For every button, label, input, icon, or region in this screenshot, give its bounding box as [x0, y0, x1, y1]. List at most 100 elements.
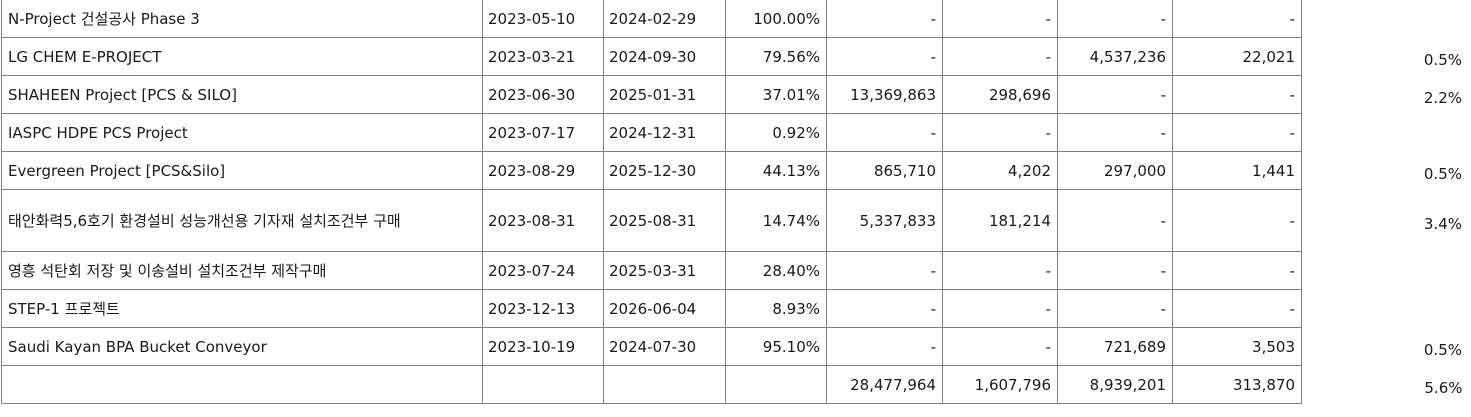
project-name: LG CHEM E-PROJECT: [1, 37, 483, 76]
amount-col-3: -: [1057, 289, 1173, 328]
amount-col-1: -: [826, 251, 943, 290]
amount-col-4: -: [1172, 289, 1302, 328]
amount-col-4: -: [1172, 0, 1302, 38]
amount-col-2: -: [942, 289, 1058, 328]
amount-col-4: -: [1172, 113, 1302, 152]
table-row: IASPC HDPE PCS Project 2023-07-17 2024-1…: [1, 113, 1469, 152]
ratio: 0.5%: [1423, 340, 1462, 359]
project-name: 영흥 석탄회 저장 및 이송설비 설치조건부 제작구매: [1, 251, 483, 290]
amount-col-1: -: [826, 327, 943, 366]
table-row: LG CHEM E-PROJECT 2023-03-21 2024-09-30 …: [1, 37, 1469, 76]
amount-col-3: 297,000: [1057, 151, 1173, 190]
project-name: Evergreen Project [PCS&Silo]: [1, 151, 483, 190]
amount-col-2: -: [942, 0, 1058, 38]
progress-rate: 95.10%: [725, 327, 827, 366]
start-date: 2023-03-21: [482, 37, 604, 76]
amount-col-4: -: [1172, 189, 1302, 252]
contract-table: N-Project 건설공사 Phase 3 2023-05-10 2024-0…: [1, 0, 1469, 404]
start-date: 2023-05-10: [482, 0, 604, 38]
start-date: 2023-10-19: [482, 327, 604, 366]
table-row: 영흥 석탄회 저장 및 이송설비 설치조건부 제작구매 2023-07-24 2…: [1, 251, 1469, 290]
total-empty: [725, 365, 827, 404]
end-date: 2024-12-31: [603, 113, 726, 152]
amount-col-4: 3,503: [1172, 327, 1302, 366]
progress-rate: 28.40%: [725, 251, 827, 290]
amount-col-4: 22,021: [1172, 37, 1302, 76]
end-date: 2025-08-31: [603, 189, 726, 252]
progress-rate: 14.74%: [725, 189, 827, 252]
end-date: 2024-07-30: [603, 327, 726, 366]
amount-col-4: 1,441: [1172, 151, 1302, 190]
ratio: 2.2%: [1423, 88, 1462, 107]
amount-col-1: -: [826, 113, 943, 152]
amount-col-3: -: [1057, 113, 1173, 152]
amount-col-1: -: [826, 289, 943, 328]
start-date: 2023-07-17: [482, 113, 604, 152]
total-col-4: 313,870: [1172, 365, 1302, 404]
ratio: [1302, 114, 1469, 152]
start-date: 2023-08-31: [482, 189, 604, 252]
start-date: 2023-08-29: [482, 151, 604, 190]
end-date: 2025-01-31: [603, 75, 726, 114]
total-empty: [603, 365, 726, 404]
total-col-3: 8,939,201: [1057, 365, 1173, 404]
table-row: STEP-1 프로젝트 2023-12-13 2026-06-04 8.93% …: [1, 289, 1469, 328]
total-label-empty: [1, 365, 483, 404]
amount-col-2: -: [942, 113, 1058, 152]
end-date: 2024-02-29: [603, 0, 726, 38]
amount-col-2: -: [942, 327, 1058, 366]
amount-col-3: 4,537,236: [1057, 37, 1173, 76]
end-date: 2026-06-04: [603, 289, 726, 328]
table-row: Saudi Kayan BPA Bucket Conveyor 2023-10-…: [1, 327, 1469, 366]
progress-rate: 8.93%: [725, 289, 827, 328]
ratio: 0.5%: [1423, 164, 1462, 183]
amount-col-3: -: [1057, 0, 1173, 38]
total-row: 28,477,964 1,607,796 8,939,201 313,870 5…: [1, 365, 1469, 404]
progress-rate: 37.01%: [725, 75, 827, 114]
project-name: Saudi Kayan BPA Bucket Conveyor: [1, 327, 483, 366]
project-name: STEP-1 프로젝트: [1, 289, 483, 328]
amount-col-2: 4,202: [942, 151, 1058, 190]
amount-col-1: -: [826, 0, 943, 38]
ratio: [1302, 290, 1469, 328]
amount-col-4: -: [1172, 251, 1302, 290]
amount-col-2: -: [942, 251, 1058, 290]
amount-col-2: -: [942, 37, 1058, 76]
total-ratio: 5.6%: [1424, 378, 1463, 397]
project-name: IASPC HDPE PCS Project: [1, 113, 483, 152]
ratio: [1302, 252, 1469, 290]
progress-rate: 44.13%: [725, 151, 827, 190]
start-date: 2023-07-24: [482, 251, 604, 290]
start-date: 2023-12-13: [482, 289, 604, 328]
amount-col-1: -: [826, 37, 943, 76]
ratio: 0.5%: [1423, 50, 1462, 69]
total-col-1: 28,477,964: [826, 365, 943, 404]
project-name: N-Project 건설공사 Phase 3: [1, 0, 483, 38]
amount-col-1: 13,369,863: [826, 75, 943, 114]
progress-rate: 79.56%: [725, 37, 827, 76]
ratio: 3.4%: [1423, 214, 1462, 233]
table-row: 태안화력5,6호기 환경설비 성능개선용 기자재 설치조건부 구매 2023-0…: [1, 189, 1469, 252]
amount-col-3: -: [1057, 75, 1173, 114]
project-name: SHAHEEN Project [PCS & SILO]: [1, 75, 483, 114]
total-col-2: 1,607,796: [942, 365, 1058, 404]
amount-col-2: 181,214: [942, 189, 1058, 252]
table-row: Evergreen Project [PCS&Silo] 2023-08-29 …: [1, 151, 1469, 190]
table-row: SHAHEEN Project [PCS & SILO] 2023-06-30 …: [1, 75, 1469, 114]
amount-col-3: 721,689: [1057, 327, 1173, 366]
progress-rate: 0.92%: [725, 113, 827, 152]
end-date: 2024-09-30: [603, 37, 726, 76]
start-date: 2023-06-30: [482, 75, 604, 114]
amount-col-2: 298,696: [942, 75, 1058, 114]
amount-col-3: -: [1057, 251, 1173, 290]
end-date: 2025-03-31: [603, 251, 726, 290]
end-date: 2025-12-30: [603, 151, 726, 190]
project-name: 태안화력5,6호기 환경설비 성능개선용 기자재 설치조건부 구매: [1, 189, 483, 252]
table-row: N-Project 건설공사 Phase 3 2023-05-10 2024-0…: [1, 0, 1469, 38]
total-empty: [482, 365, 604, 404]
amount-col-1: 865,710: [826, 151, 943, 190]
amount-col-4: -: [1172, 75, 1302, 114]
ratio: [1302, 0, 1469, 38]
amount-col-3: -: [1057, 189, 1173, 252]
